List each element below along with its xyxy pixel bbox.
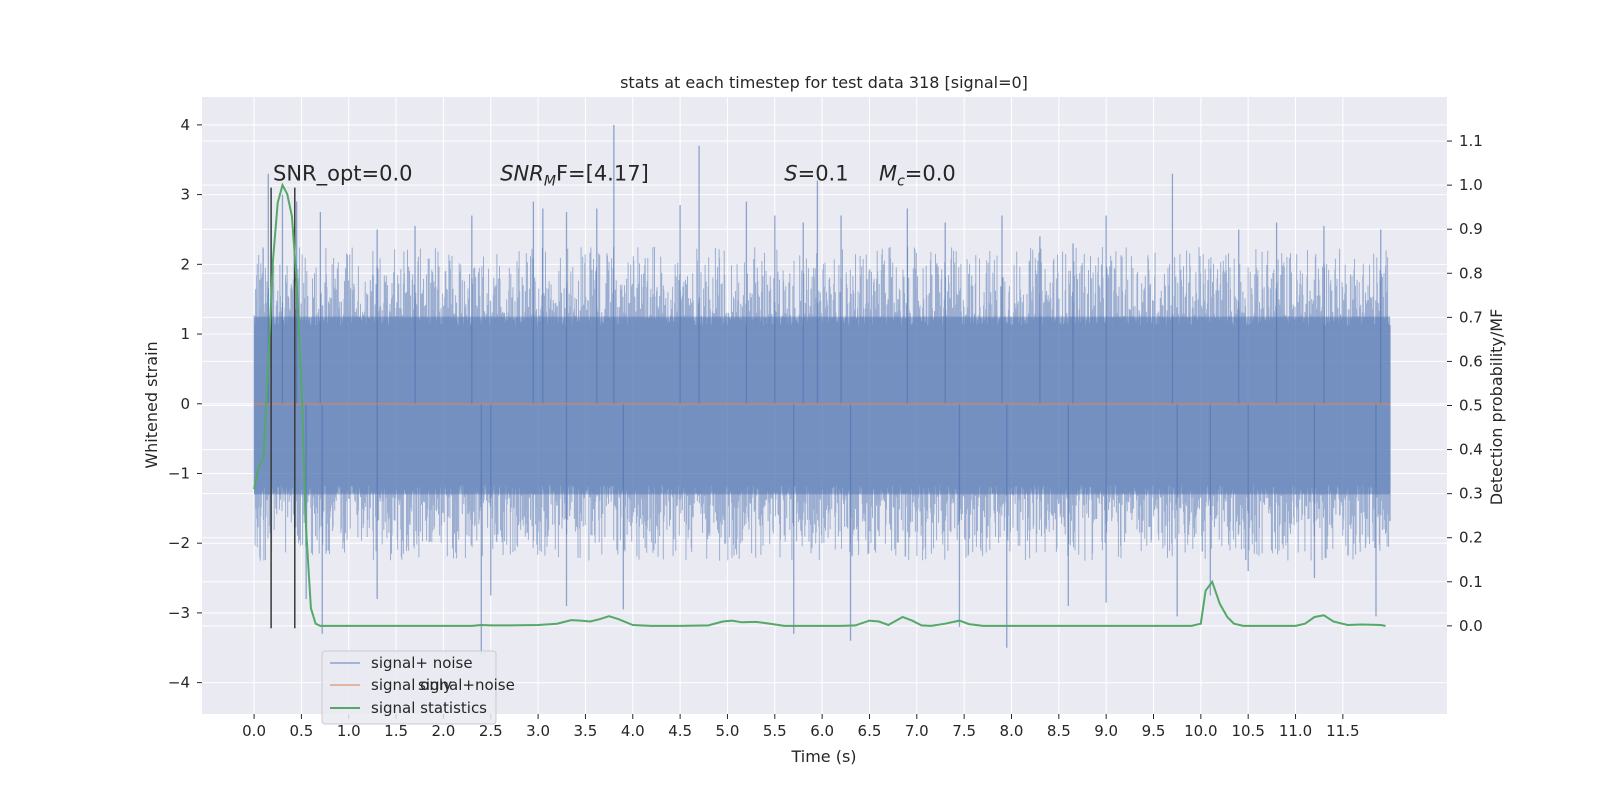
right-tick-label: 0.6: [1459, 352, 1483, 370]
right-tick-label: 0.4: [1459, 441, 1483, 459]
x-tick-label: 7.5: [952, 722, 976, 740]
legend-label-signal-only: signal only: [371, 676, 452, 694]
x-tick-label: 5.0: [716, 722, 740, 740]
x-axis-ticks: 0.0 0.5 1.0 1.5 2.0 2.5 3.0 3.5 4.0 4.5 5.0 5.5 6.0 6…: [242, 714, 1360, 740]
chart-title: stats at each timestep for test data 318…: [620, 73, 1028, 92]
x-tick-label: 0.0: [242, 722, 266, 740]
x-tick-label: 3.5: [574, 722, 598, 740]
y-axis-label: Whitened strain: [142, 341, 161, 468]
right-axis-ticks: 1.1 1.0 0.9 0.8 0.7 0.6 0.5 0.4 0.3 0.2 0.1 0.0: [1447, 132, 1483, 635]
right-tick-label: 0.5: [1459, 397, 1483, 415]
legend-hidden-text: signal+noise: [418, 676, 515, 694]
y-tick-label: −1: [168, 464, 190, 482]
statistics-line: [253, 182, 1386, 627]
right-tick-label: 0.2: [1459, 529, 1483, 547]
s-value-annotation: S=0.1: [784, 162, 848, 186]
y-axis-ticks: 4 3 2 1 0 −1 −2 −3 −4: [168, 116, 202, 692]
x-tick-label: 10.0: [1184, 722, 1217, 740]
y-tick-label: 1: [180, 325, 190, 343]
x-tick-label: 5.5: [763, 722, 787, 740]
snr-mf-annotation: SNRMF=[4.17]: [500, 162, 649, 190]
right-tick-label: 1.1: [1459, 132, 1483, 150]
right-tick-label: 0.9: [1459, 220, 1483, 238]
x-tick-label: 7.0: [905, 722, 929, 740]
right-tick-label: 0.8: [1459, 264, 1483, 282]
x-tick-label: 9.5: [1142, 722, 1166, 740]
signal-noise-series: [253, 124, 1391, 655]
x-tick-label: 10.5: [1231, 722, 1264, 740]
x-tick-label: 6.0: [810, 722, 834, 740]
annotations: SNR_opt=0.0 SNRMF=[4.17] S=0.1 Mc=0.0: [273, 162, 956, 190]
x-tick-label: 6.5: [858, 722, 882, 740]
legend-label-statistics: signal statistics: [371, 699, 487, 717]
y-tick-label: 2: [180, 255, 190, 273]
right-tick-label: 0.3: [1459, 485, 1483, 503]
right-tick-label: 0.7: [1459, 308, 1483, 326]
x-tick-label: 11.5: [1326, 722, 1359, 740]
right-tick-label: 1.0: [1459, 176, 1483, 194]
right-tick-label: 0.1: [1459, 573, 1483, 591]
y-tick-label: −2: [168, 534, 190, 552]
legend: signal+noise signal+ noise signal only s…: [321, 650, 515, 725]
legend-label-noise: signal+ noise: [371, 654, 473, 672]
x-tick-label: 4.5: [668, 722, 692, 740]
legend-box: [321, 650, 497, 725]
y-tick-label: 4: [180, 116, 190, 134]
x-tick-label: 8.0: [1000, 722, 1024, 740]
x-tick-label: 8.5: [1047, 722, 1071, 740]
y-tick-label: 3: [180, 186, 190, 204]
y-tick-label: −3: [168, 604, 190, 622]
x-tick-label: 2.0: [431, 722, 455, 740]
x-tick-label: 11.0: [1279, 722, 1312, 740]
x-tick-label: 1.0: [337, 722, 361, 740]
snr-opt-annotation: SNR_opt=0.0: [273, 162, 413, 187]
right-axis-label: Detection probability/MF: [1487, 309, 1506, 506]
x-tick-label: 1.5: [384, 722, 408, 740]
signal-statistics-series: [253, 182, 1386, 627]
x-tick-label: 0.5: [289, 722, 313, 740]
x-tick-label: 2.5: [479, 722, 503, 740]
y-tick-label: −4: [168, 674, 190, 692]
mc-value-annotation: Mc=0.0: [879, 162, 956, 190]
x-tick-label: 4.0: [621, 722, 645, 740]
right-tick-label: 0.0: [1459, 617, 1483, 635]
x-tick-label: 9.0: [1094, 722, 1118, 740]
y-tick-label: 0: [180, 395, 190, 413]
x-axis-label: Time (s): [790, 747, 856, 766]
x-tick-label: 3.0: [526, 722, 550, 740]
noise-strokes: [253, 246, 1391, 561]
